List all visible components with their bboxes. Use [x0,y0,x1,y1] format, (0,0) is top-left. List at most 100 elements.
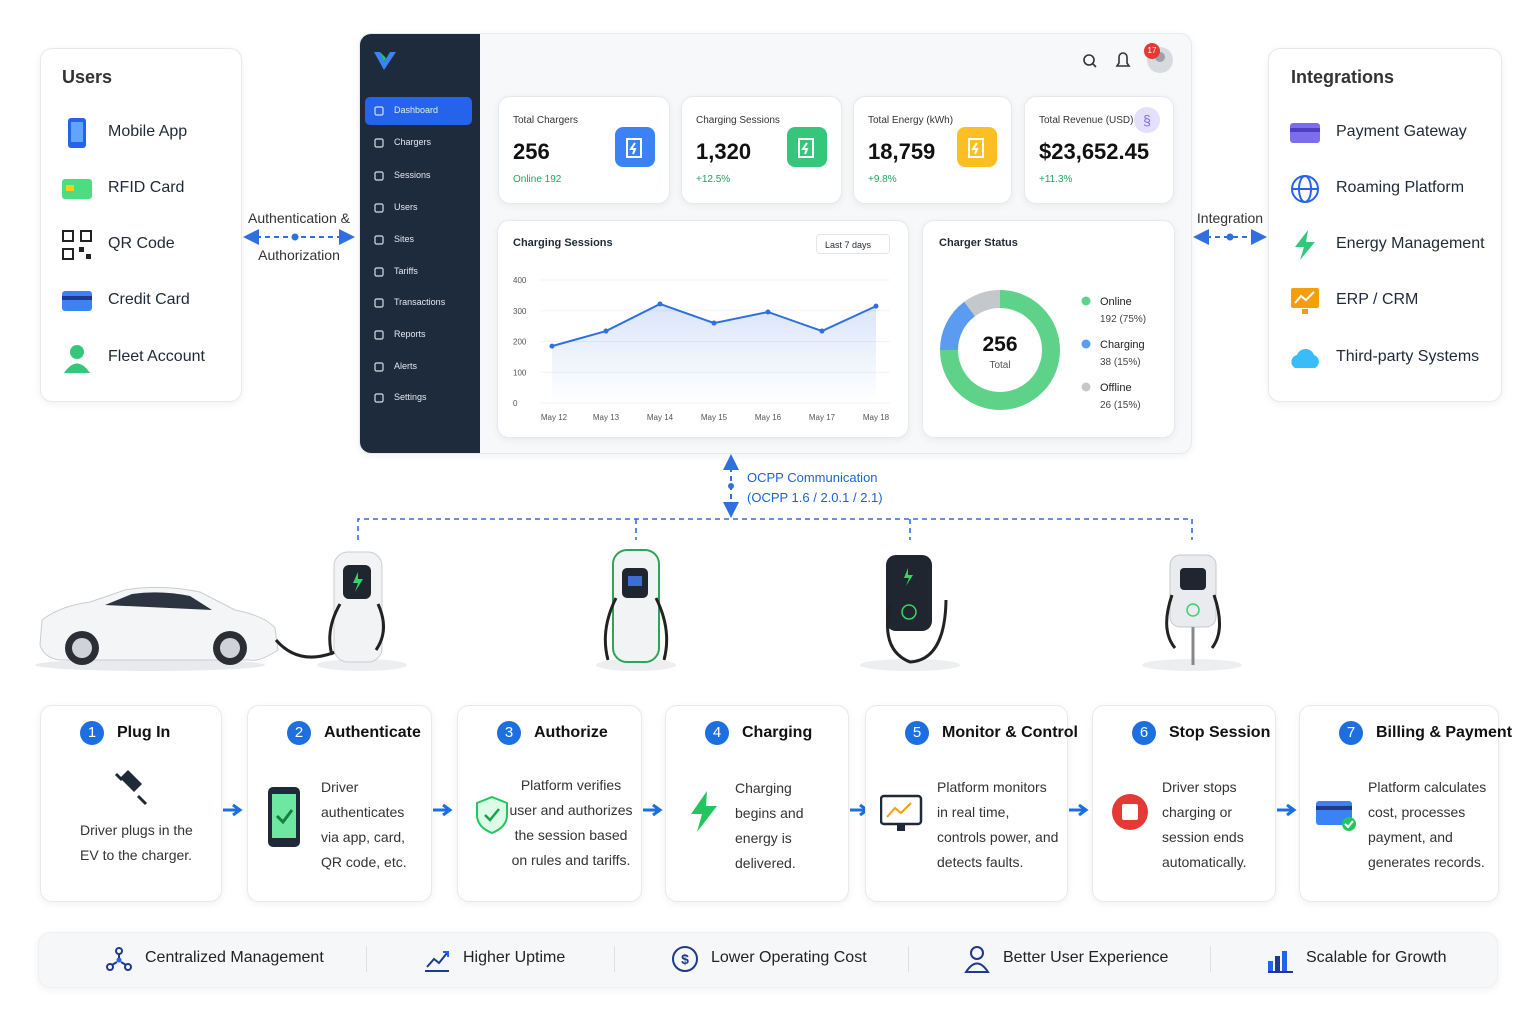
kpi-value: $23,652.45 [1039,139,1150,164]
x-tick-label: May 18 [863,413,890,422]
user-icon [62,179,92,199]
menu-icon [374,298,384,308]
kpi-sub: +11.3% [1039,174,1073,185]
kpi-label: Total Revenue (USD) [1039,115,1134,126]
kpi-icon [957,127,997,167]
step-title: Charging [742,724,813,741]
legend-name: Offline [1100,382,1132,394]
integration-icon [1291,175,1319,203]
integration-icon [1291,348,1319,368]
step-title: Billing & Payment [1376,724,1513,741]
user-icon [68,118,86,148]
step-icon [1112,794,1148,830]
user-item: QR Code [108,235,175,252]
step-arrow [1069,803,1089,817]
menu-item[interactable]: Sessions [394,170,431,180]
legend-dot [1081,296,1091,306]
y-tick-label: 0 [513,399,518,408]
step-card [40,705,222,902]
menu-item[interactable]: Tariffs [394,266,418,276]
integration-label: Integration [1196,210,1264,226]
user-icon [64,345,90,373]
menu-item[interactable]: Settings [394,392,427,402]
menu-icon [374,393,384,403]
step-text: Platform verifies user and authorizes th… [509,777,633,868]
line-point [711,320,717,326]
step-title: Authenticate [324,724,421,741]
svg-text:$: $ [681,951,689,967]
integration-icon [1295,230,1315,260]
period-select[interactable]: Last 7 days [816,234,890,254]
x-tick-label: May 13 [593,413,620,422]
kpi-value: 256 [513,139,550,164]
line-point [549,343,555,349]
menu-icon [374,106,384,116]
step-title: Monitor & Control [942,724,1078,741]
step-icon [476,795,508,835]
chart-title: Charging Sessions [513,237,613,249]
benefit-icon [964,946,990,973]
donut-total-label: Total [989,360,1010,371]
step-number: 6 [1132,721,1156,745]
menu-item[interactable]: Dashboard [394,105,439,115]
step-number: 5 [905,721,929,745]
benefit-separator [366,946,367,972]
menu-item[interactable]: Transactions [394,297,446,307]
step-text: Charging begins and energy is delivered. [735,780,804,871]
x-tick-label: May 17 [809,413,836,422]
step-title: Authorize [534,724,608,741]
benefits-bar [38,932,1498,988]
legend-dot [1081,382,1091,392]
menu-icon [374,330,384,340]
menu-item[interactable]: Reports [394,329,426,339]
integration-item: Roaming Platform [1336,179,1465,196]
step-icon [1316,801,1356,831]
x-tick-label: May 14 [647,413,674,422]
step-text: Driver plugs in the EV to the charger. [80,822,193,863]
svg-text:§: § [1143,112,1151,128]
benefit-text: Centralized Management [145,949,324,966]
step-number: 7 [1339,721,1363,745]
kpi-label: Total Chargers [513,115,579,126]
x-tick-label: May 12 [541,413,568,422]
kpi-icon [787,127,827,167]
donut-segment [940,290,1060,410]
menu-icon [374,362,384,372]
integration-item: Energy Management [1336,235,1485,252]
ocpp-label: (OCPP 1.6 / 2.0.1 / 2.1) [747,490,883,505]
step-card [665,705,849,902]
kpi-sub: Online 192 [513,174,562,185]
integration-icon [1290,123,1320,143]
menu-item[interactable]: Users [394,202,418,212]
ocpp-label: OCPP Communication [747,470,878,485]
menu-icon [374,138,384,148]
legend-name: Charging [1100,339,1145,351]
integration-item: Third-party Systems [1336,348,1480,365]
benefit-text: Scalable for Growth [1306,949,1447,966]
step-number: 2 [287,721,311,745]
line-point [603,328,609,334]
step-icon [691,791,717,832]
step-number: 1 [80,721,104,745]
menu-item[interactable]: Chargers [394,137,432,147]
legend-value: 192 (75%) [1100,314,1146,325]
legend-value: 26 (15%) [1100,400,1141,411]
step-icon [268,787,300,847]
step-arrow [1277,803,1297,817]
user-item: Fleet Account [108,348,205,365]
step-number: 4 [705,721,729,745]
integration-item: Payment Gateway [1336,123,1467,140]
menu-item[interactable]: Alerts [394,361,418,371]
notification-badge: 17 [1144,43,1160,59]
menu-item[interactable]: Sites [394,234,415,244]
y-tick-label: 400 [513,276,527,285]
benefit-text: Lower Operating Cost [711,949,867,966]
benefit-icon [1268,951,1293,973]
line-point [873,303,879,309]
step-arrow [223,803,243,817]
logo [374,52,396,70]
legend-name: Online [1100,296,1132,308]
